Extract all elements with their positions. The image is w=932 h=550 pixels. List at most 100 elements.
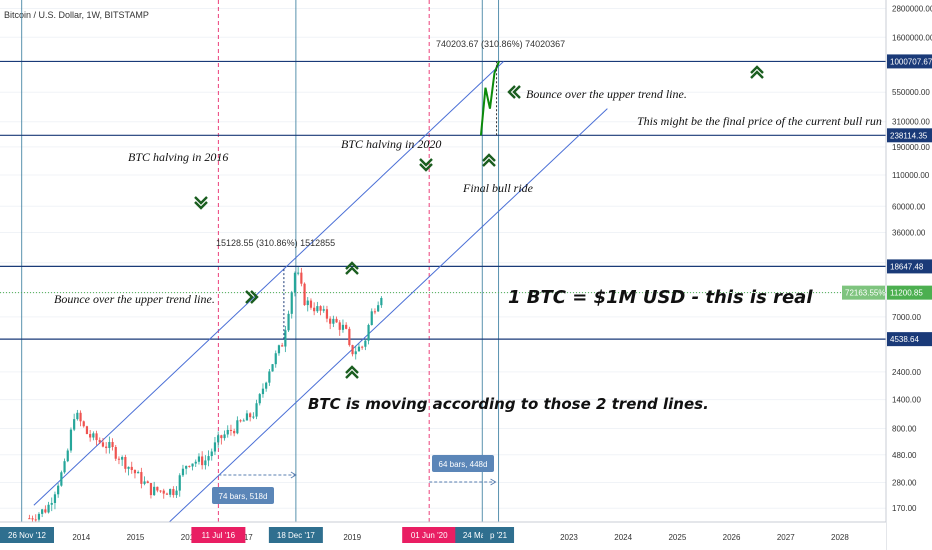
chevron-up-icon-5 [345,365,359,379]
y-tick-6: 190000.00 [892,143,930,152]
y-tick-9: 36000.00 [892,229,926,238]
y-tick-3: 550000.00 [892,88,930,97]
current-change-badge [842,285,885,300]
x-tick-2: 2016 [181,533,199,542]
forecast-line [479,61,500,136]
candle-body-3 [37,513,41,520]
candle-body-107 [370,311,373,325]
candle-body-40 [156,486,159,491]
y-tick-17: 800.00 [892,424,917,433]
candle-body-68 [245,413,249,421]
date-marker-label-0: 26 Nov '12 [8,531,47,540]
note-trend-claim: BTC is moving according to those 2 trend… [308,395,709,413]
trend-line-1 [168,108,608,523]
candle-body-47 [178,475,181,491]
candle-body-20 [92,433,95,438]
y-level-badge-11 [887,259,932,274]
candle-body-95 [332,318,335,324]
candle-body-16 [79,412,82,422]
candle-body-8 [53,494,57,503]
candle-body-86 [303,283,306,306]
candle-body-46 [175,490,178,496]
x-tick-1: 2015 [127,533,145,542]
chevron-up-icon-4 [345,261,359,275]
candle-body-69 [249,413,252,418]
x-tick-8: 2024 [614,533,632,542]
date-marker-badge-5 [483,527,515,543]
candle-body-76 [271,364,274,372]
candle-body-98 [341,324,345,330]
candle-body-42 [162,490,165,494]
current-price-label: 11200.85 [890,289,923,298]
bar-count-arrow-icon-0 [290,471,297,479]
candle-body-94 [329,318,332,324]
candle-body-25 [108,442,111,448]
candle-body-10 [60,472,63,486]
grid [0,7,886,509]
candle-body-71 [255,403,258,417]
candle-body-87 [306,300,309,306]
x-tick-4: 2019 [343,533,361,542]
bar-count-label-1: 64 bars, 448d [439,460,488,469]
x-axis: 2014201520162017201920220220232024202520… [0,521,886,550]
arrow-marks [194,65,764,379]
y-tick-0: 2800000.00 [892,4,932,13]
candle-body-2 [34,519,37,521]
candle-body-77 [274,353,277,365]
candle-body-49 [185,465,188,469]
candle-body-31 [127,466,130,469]
candle-body-36 [143,481,146,484]
candle-body-85 [300,272,303,284]
bar-count-box-1 [432,455,494,472]
candle-body-39 [153,486,156,496]
candle-body-72 [258,394,261,404]
candle-body-66 [239,420,242,422]
date-marker-lines [21,0,500,522]
candle-body-52 [194,461,197,464]
y-tick-13: 7000.00 [892,313,921,322]
date-marker-label-3: 01 Jun '20 [411,531,448,540]
candle-body-15 [76,412,79,420]
y-tick-4: 310000.00 [892,118,930,127]
candle-body-13 [69,429,73,451]
chevron-up-icon-2 [482,153,496,167]
candle-body-44 [169,489,172,495]
candle-body-73 [261,388,265,395]
candle-body-9 [57,485,60,495]
candle-body-97 [338,322,341,330]
bar-count-arrow-icon-1 [490,478,497,486]
candle-body-35 [140,472,143,484]
candle-body-53 [197,456,201,462]
candle-body-23 [101,442,105,447]
candle-body-28 [117,458,121,460]
forecast-path [283,61,500,340]
candle-body-5 [44,509,47,513]
candle-body-109 [377,305,380,312]
chevron-left-icon-7 [507,85,521,99]
candle-body-82 [290,292,293,314]
candle-body-26 [111,442,114,448]
x-tick-0: 2014 [72,533,90,542]
bar-count-label-0: 74 bars, 518d [219,492,268,501]
candle-body-83 [293,272,297,293]
candle-body-108 [373,311,377,313]
candle-body-79 [281,345,284,347]
annotations: BTC halving in 2016 BTC halving in 2020 … [54,39,882,413]
chevron-down-icon-0 [194,196,208,210]
y-level-label-14: 4538.64 [890,335,919,344]
candle-body-92 [322,309,325,311]
candle-body-64 [233,430,236,434]
candle-body-70 [252,416,255,418]
y-tick-19: 280.00 [892,479,917,488]
candle-body-30 [124,457,127,469]
trend-line-0 [33,61,504,506]
candle-body-110 [380,297,383,306]
candle-body-11 [63,461,66,473]
note-bounce-1: Bounce over the upper trend line. [54,292,215,306]
candle-body-24 [105,446,108,448]
date-marker-label-4: 24 May '21 [463,531,502,540]
date-marker-badge-3 [402,527,457,543]
y-level-label-2: 1000707.67 [890,57,932,66]
candle-body-65 [236,420,239,434]
